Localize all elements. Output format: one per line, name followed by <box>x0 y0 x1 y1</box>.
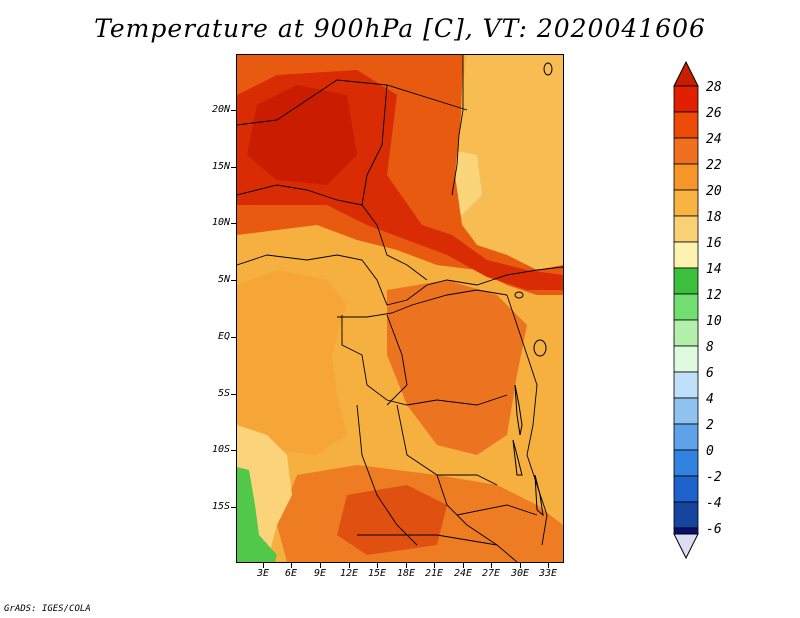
colorbar-label: 2 <box>706 418 714 433</box>
colorbar-label: -4 <box>706 496 722 511</box>
lon-label-24e: 24E <box>453 568 473 579</box>
colorbar-label: 16 <box>706 236 722 251</box>
colorbar-label: 0 <box>706 444 714 459</box>
colorbar-segment <box>673 527 699 535</box>
congo-warm-zone <box>387 280 527 455</box>
colorbar-segment <box>673 163 699 191</box>
lon-label-15e: 15E <box>367 568 387 579</box>
colorbar-label: 4 <box>706 392 714 407</box>
colorbar-segment <box>673 111 699 139</box>
lat-label-15s: 15S <box>211 501 230 512</box>
colorbar-segment <box>673 475 699 503</box>
colorbar-segment <box>673 85 699 113</box>
lat-label-10s: 10S <box>211 444 230 455</box>
chart-title: Temperature at 900hPa [C], VT: 202004160… <box>94 14 706 43</box>
colorbar-label: 14 <box>706 262 722 277</box>
lon-tick <box>349 563 350 568</box>
lon-tick <box>520 563 521 568</box>
lat-label-20n: 20N <box>211 104 230 115</box>
lon-label-21e: 21E <box>424 568 444 579</box>
lat-label-eq: EQ <box>217 331 230 342</box>
colorbar-segment <box>673 423 699 451</box>
lon-label-33e: 33E <box>538 568 558 579</box>
temperature-map <box>236 54 564 563</box>
colorbar-segment <box>673 397 699 425</box>
colorbar-label: 26 <box>706 106 722 121</box>
colorbar-label: 8 <box>706 340 714 355</box>
country-borders <box>237 55 563 562</box>
lakes <box>512 62 553 517</box>
lon-tick <box>377 563 378 568</box>
colorbar-segment <box>673 371 699 399</box>
lon-tick <box>491 563 492 568</box>
lon-tick <box>463 563 464 568</box>
colorbar <box>673 60 699 560</box>
west-coast-zone <box>237 270 347 455</box>
map-canvas <box>237 55 563 562</box>
lon-tick <box>406 563 407 568</box>
colorbar-segment <box>673 319 699 347</box>
lon-label-12e: 12E <box>339 568 359 579</box>
lat-tick <box>231 337 236 338</box>
lat-tick <box>231 450 236 451</box>
colorbar-label: -2 <box>706 470 722 485</box>
colorbar-label: 28 <box>706 80 722 95</box>
colorbar-segment <box>673 60 699 87</box>
lon-label-3e: 3E <box>256 568 270 579</box>
lat-label-15n: 15N <box>211 161 230 172</box>
colorbar-label: -6 <box>706 522 722 537</box>
lat-tick <box>231 394 236 395</box>
south-hot-core <box>337 485 447 555</box>
lat-tick <box>231 167 236 168</box>
lat-tick <box>231 507 236 508</box>
lon-label-9e: 9E <box>313 568 327 579</box>
colorbar-label: 18 <box>706 210 722 225</box>
colorbar-segment <box>673 137 699 165</box>
colorbar-label: 20 <box>706 184 722 199</box>
colorbar-segment <box>673 215 699 243</box>
east-cool-zone <box>452 55 563 270</box>
lon-label-6e: 6E <box>284 568 298 579</box>
southwest-cold-zone <box>237 467 277 562</box>
lon-tick <box>320 563 321 568</box>
colorbar-label: 10 <box>706 314 722 329</box>
lat-tick <box>231 223 236 224</box>
lon-tick <box>434 563 435 568</box>
lon-tick <box>291 563 292 568</box>
colorbar-segment <box>673 189 699 217</box>
colorbar-segment <box>673 267 699 295</box>
colorbar-label: 12 <box>706 288 722 303</box>
lon-label-18e: 18E <box>396 568 416 579</box>
colorbar-segment <box>673 241 699 269</box>
lat-label-5s: 5S <box>217 388 230 399</box>
lat-label-10n: 10N <box>211 217 230 228</box>
lat-label-5n: 5N <box>217 274 230 285</box>
colorbar-label: 6 <box>706 366 714 381</box>
sahel-hot-core <box>247 85 357 185</box>
colorbar-segment <box>673 449 699 477</box>
lon-tick <box>548 563 549 568</box>
colorbar-segment <box>673 293 699 321</box>
lat-tick <box>231 110 236 111</box>
lon-label-30e: 30E <box>510 568 530 579</box>
colorbar-label: 22 <box>706 158 722 173</box>
colorbar-segment <box>673 533 699 560</box>
colorbar-label: 24 <box>706 132 722 147</box>
colorbar-segment <box>673 345 699 373</box>
footer-credit: GrADS: IGES/COLA <box>4 604 91 614</box>
lon-tick <box>263 563 264 568</box>
lat-tick <box>231 280 236 281</box>
lon-label-27e: 27E <box>481 568 501 579</box>
colorbar-segment <box>673 501 699 529</box>
